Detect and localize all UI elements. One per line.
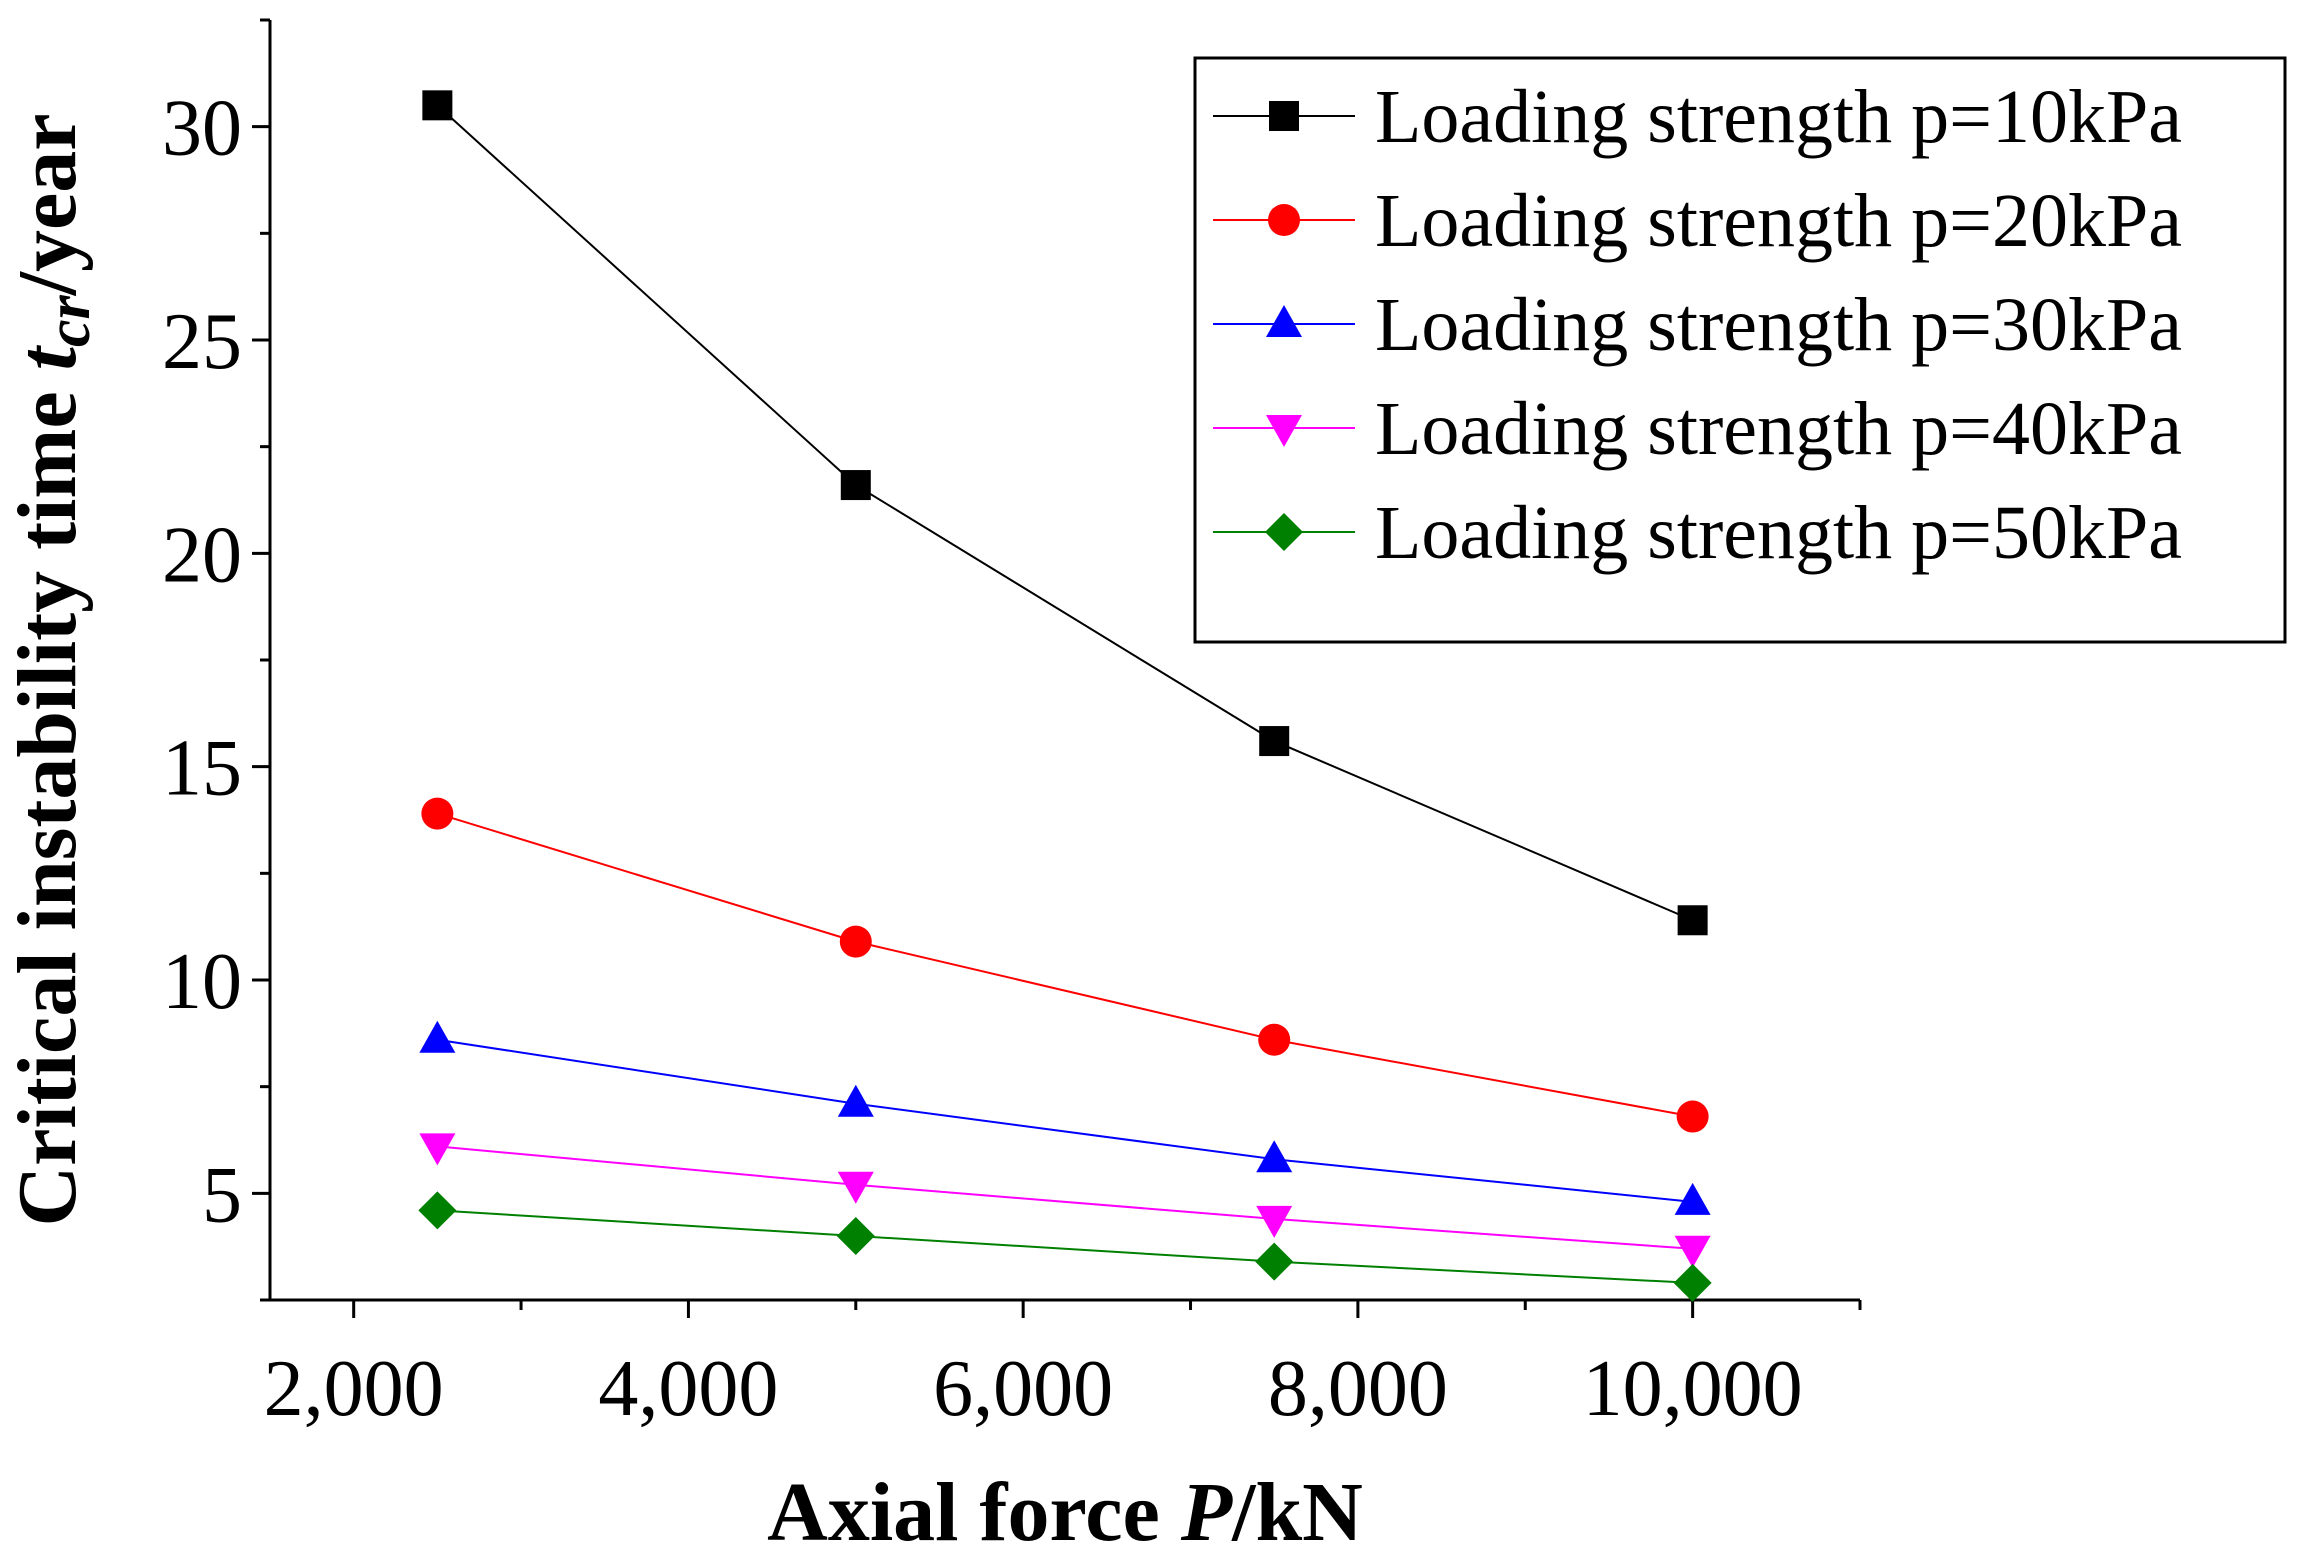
data-point	[837, 1084, 874, 1117]
data-point	[1673, 1263, 1712, 1302]
data-point	[837, 1171, 874, 1204]
series-5	[418, 1191, 1712, 1302]
y-tick-label: 5	[202, 1151, 242, 1239]
legend-marker	[1266, 305, 1302, 337]
y-axis-title: Critical instability time tcr/year	[1, 113, 103, 1226]
legend-label: Loading strength p=10kPa	[1375, 75, 2182, 159]
x-axis-title: Axial force P/kN	[767, 1466, 1363, 1559]
data-point	[1258, 1023, 1291, 1056]
legend-marker	[1265, 513, 1303, 551]
legend-item: Loading strength p=30kPa	[1213, 283, 2182, 367]
legend-label: Loading strength p=50kPa	[1375, 491, 2182, 575]
legend-item: Loading strength p=10kPa	[1213, 75, 2182, 159]
data-point	[1256, 1205, 1293, 1238]
legend-item: Loading strength p=20kPa	[1213, 179, 2182, 263]
x-tick-label: 6,000	[933, 1345, 1113, 1433]
legend-item: Loading strength p=50kPa	[1213, 491, 2182, 575]
series-3	[419, 1020, 1711, 1215]
x-tick-label: 4,000	[598, 1345, 778, 1433]
legend-marker	[1268, 204, 1300, 236]
data-point	[419, 1133, 456, 1166]
series-4	[419, 1133, 1711, 1268]
series-line	[436, 104, 1694, 922]
y-ticks: 5 10 15 20 25 30	[162, 18, 270, 1302]
x-tick-label: 10,000	[1583, 1345, 1803, 1433]
x-tick-label: 2,000	[264, 1345, 444, 1433]
legend-marker	[1269, 101, 1299, 131]
data-point	[836, 1217, 875, 1255]
legend-label: Loading strength p=30kPa	[1375, 283, 2182, 367]
data-point	[1676, 1100, 1709, 1133]
data-point	[418, 1191, 457, 1230]
data-point	[1255, 1242, 1294, 1281]
series-line	[437, 1038, 1693, 1203]
series-line	[437, 812, 1693, 1118]
y-tick-label: 25	[162, 298, 242, 386]
data-point	[839, 925, 872, 958]
series-group	[418, 90, 1712, 1302]
x-tick-label: 8,000	[1268, 1345, 1448, 1433]
legend-marker	[1266, 415, 1302, 447]
series-line	[437, 1209, 1693, 1284]
series-1	[422, 90, 1708, 936]
y-tick-label: 20	[162, 511, 242, 599]
y-tick-label: 15	[162, 725, 242, 813]
legend-label: Loading strength p=40kPa	[1375, 387, 2182, 471]
data-point	[1256, 1140, 1293, 1173]
data-point	[840, 470, 871, 501]
data-point	[1677, 905, 1708, 936]
legend-box	[1193, 56, 2287, 644]
x-ticks: 2,000 4,000 6,000 8,000 10,000	[264, 1300, 1862, 1433]
series-line	[437, 1145, 1693, 1250]
data-point	[422, 90, 453, 121]
legend-item: Loading strength p=40kPa	[1213, 387, 2182, 471]
data-point	[419, 1020, 456, 1053]
data-point	[421, 797, 454, 830]
y-tick-label: 10	[162, 938, 242, 1026]
data-point	[1674, 1235, 1711, 1268]
legend-label: Loading strength p=20kPa	[1375, 179, 2182, 263]
data-point	[1674, 1182, 1711, 1215]
y-tick-label: 30	[162, 85, 242, 173]
series-2	[421, 797, 1709, 1133]
legend: Loading strength p=10kPa Loading strength…	[1193, 56, 2287, 644]
data-point	[1259, 726, 1290, 757]
